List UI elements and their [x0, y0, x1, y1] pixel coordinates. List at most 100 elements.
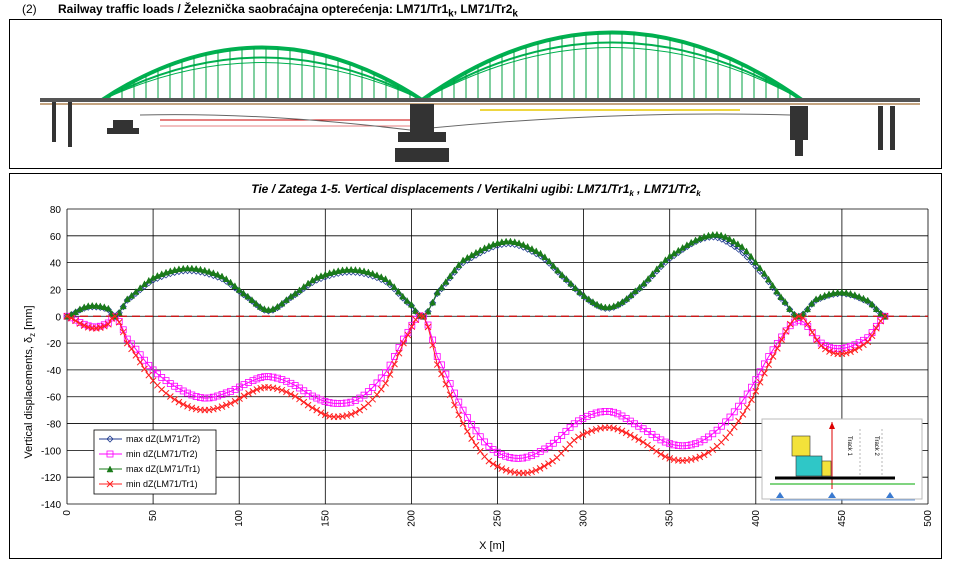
point-2-183	[847, 289, 854, 297]
point-3-147	[692, 455, 699, 462]
bridge-arch-left	[100, 45, 424, 102]
point-2-184	[851, 291, 859, 298]
point-1-50	[274, 374, 281, 382]
point-3-25	[166, 393, 174, 400]
point-1-160	[748, 383, 755, 391]
point-3-132	[626, 431, 634, 439]
point-1-31	[192, 393, 200, 400]
point-2-75	[382, 275, 389, 282]
inset-label-track-1: Track 1	[846, 436, 852, 456]
point-1-121	[579, 415, 587, 422]
point-3-78	[395, 349, 403, 357]
point-2-123	[589, 298, 597, 305]
point-2-89	[442, 277, 450, 285]
point-2-46	[256, 302, 264, 310]
point-0-132	[627, 292, 635, 300]
point-2-34	[205, 267, 213, 275]
legend-label-0: max dZ(LM71/Tr2)	[126, 434, 200, 444]
point-1-154	[722, 418, 730, 426]
point-3-189	[872, 324, 880, 332]
point-2-115	[554, 266, 562, 274]
x-tick-5: 250	[493, 510, 504, 527]
point-2-98	[481, 244, 488, 252]
point-1-68	[351, 397, 359, 404]
point-3-29	[184, 402, 191, 410]
point-1-175	[813, 335, 821, 343]
point-1-157	[735, 402, 742, 410]
point-3-80	[404, 331, 412, 339]
point-3-76	[386, 371, 394, 378]
point-1-45	[253, 375, 261, 383]
point-3-102	[498, 465, 506, 472]
point-3-17	[132, 352, 140, 359]
x-tick-10: 500	[923, 510, 934, 527]
x-tick-0: 0	[62, 510, 73, 516]
point-0-87	[433, 289, 441, 298]
bridge-hangers	[109, 32, 791, 100]
bridge-drawing-svg	[40, 30, 920, 162]
point-2-189	[872, 305, 880, 312]
point-1-118	[566, 423, 574, 431]
point-3-19	[141, 365, 148, 373]
point-3-61	[321, 411, 329, 419]
y-tick-3: 20	[50, 285, 62, 296]
point-3-165	[769, 353, 777, 360]
point-1-126	[601, 408, 609, 415]
point-2-37	[218, 272, 226, 280]
point-3-178	[826, 348, 833, 355]
y-tick-1: 60	[50, 232, 62, 243]
point-2-188	[868, 300, 876, 308]
point-2-164	[765, 275, 772, 283]
point-2-158	[738, 242, 746, 250]
point-2-169	[786, 305, 794, 312]
legend-label-2: max dZ(LM71/Tr1)	[126, 464, 200, 474]
point-0-133	[631, 288, 639, 296]
point-3-89	[442, 380, 450, 388]
point-3-52	[283, 388, 290, 396]
point-1-32	[197, 394, 204, 401]
point-2-175	[812, 295, 820, 303]
point-3-24	[162, 389, 170, 397]
point-3-15	[123, 339, 131, 347]
point-3-162	[756, 378, 764, 386]
point-3-58	[309, 404, 316, 412]
point-0-53	[287, 293, 295, 302]
section-title-mid: , LM71/Tr2	[453, 2, 513, 16]
point-1-185	[855, 339, 863, 347]
chart-title-sub1: k	[629, 189, 634, 198]
point-3-133	[631, 434, 638, 441]
point-3-94	[464, 427, 471, 435]
point-2-80	[403, 296, 411, 304]
point-3-167	[778, 336, 785, 344]
point-2-9	[100, 303, 108, 311]
point-3-139	[657, 450, 665, 458]
point-2-76	[386, 278, 394, 286]
point-2-160	[747, 252, 755, 260]
point-0-120	[576, 289, 584, 297]
point-2-28	[179, 264, 187, 272]
point-0-159	[743, 253, 751, 261]
point-1-158	[739, 396, 747, 404]
x-tick-8: 400	[751, 510, 762, 527]
point-1-98	[481, 438, 488, 446]
point-3-90	[446, 391, 454, 399]
point-1-111	[536, 448, 544, 455]
point-1-66	[342, 399, 350, 407]
point-1-182	[842, 344, 850, 352]
point-3-51	[278, 386, 286, 394]
section-title: Railway traffic loads / Železnička saobr…	[58, 2, 518, 19]
point-2-18	[136, 284, 144, 291]
y-tick-0: 80	[50, 205, 62, 216]
point-2-55	[296, 286, 303, 294]
point-2-90	[446, 272, 454, 279]
point-0-15	[123, 296, 131, 304]
point-1-46	[257, 374, 265, 381]
page-header: (2) Railway traffic loads / Železnička s…	[22, 2, 518, 19]
point-1-47	[261, 373, 268, 381]
point-3-84	[420, 312, 427, 320]
point-2-132	[627, 291, 635, 299]
point-3-157	[735, 417, 742, 425]
point-0-86	[429, 299, 437, 307]
point-3-109	[528, 468, 536, 476]
point-3-87	[433, 361, 441, 368]
